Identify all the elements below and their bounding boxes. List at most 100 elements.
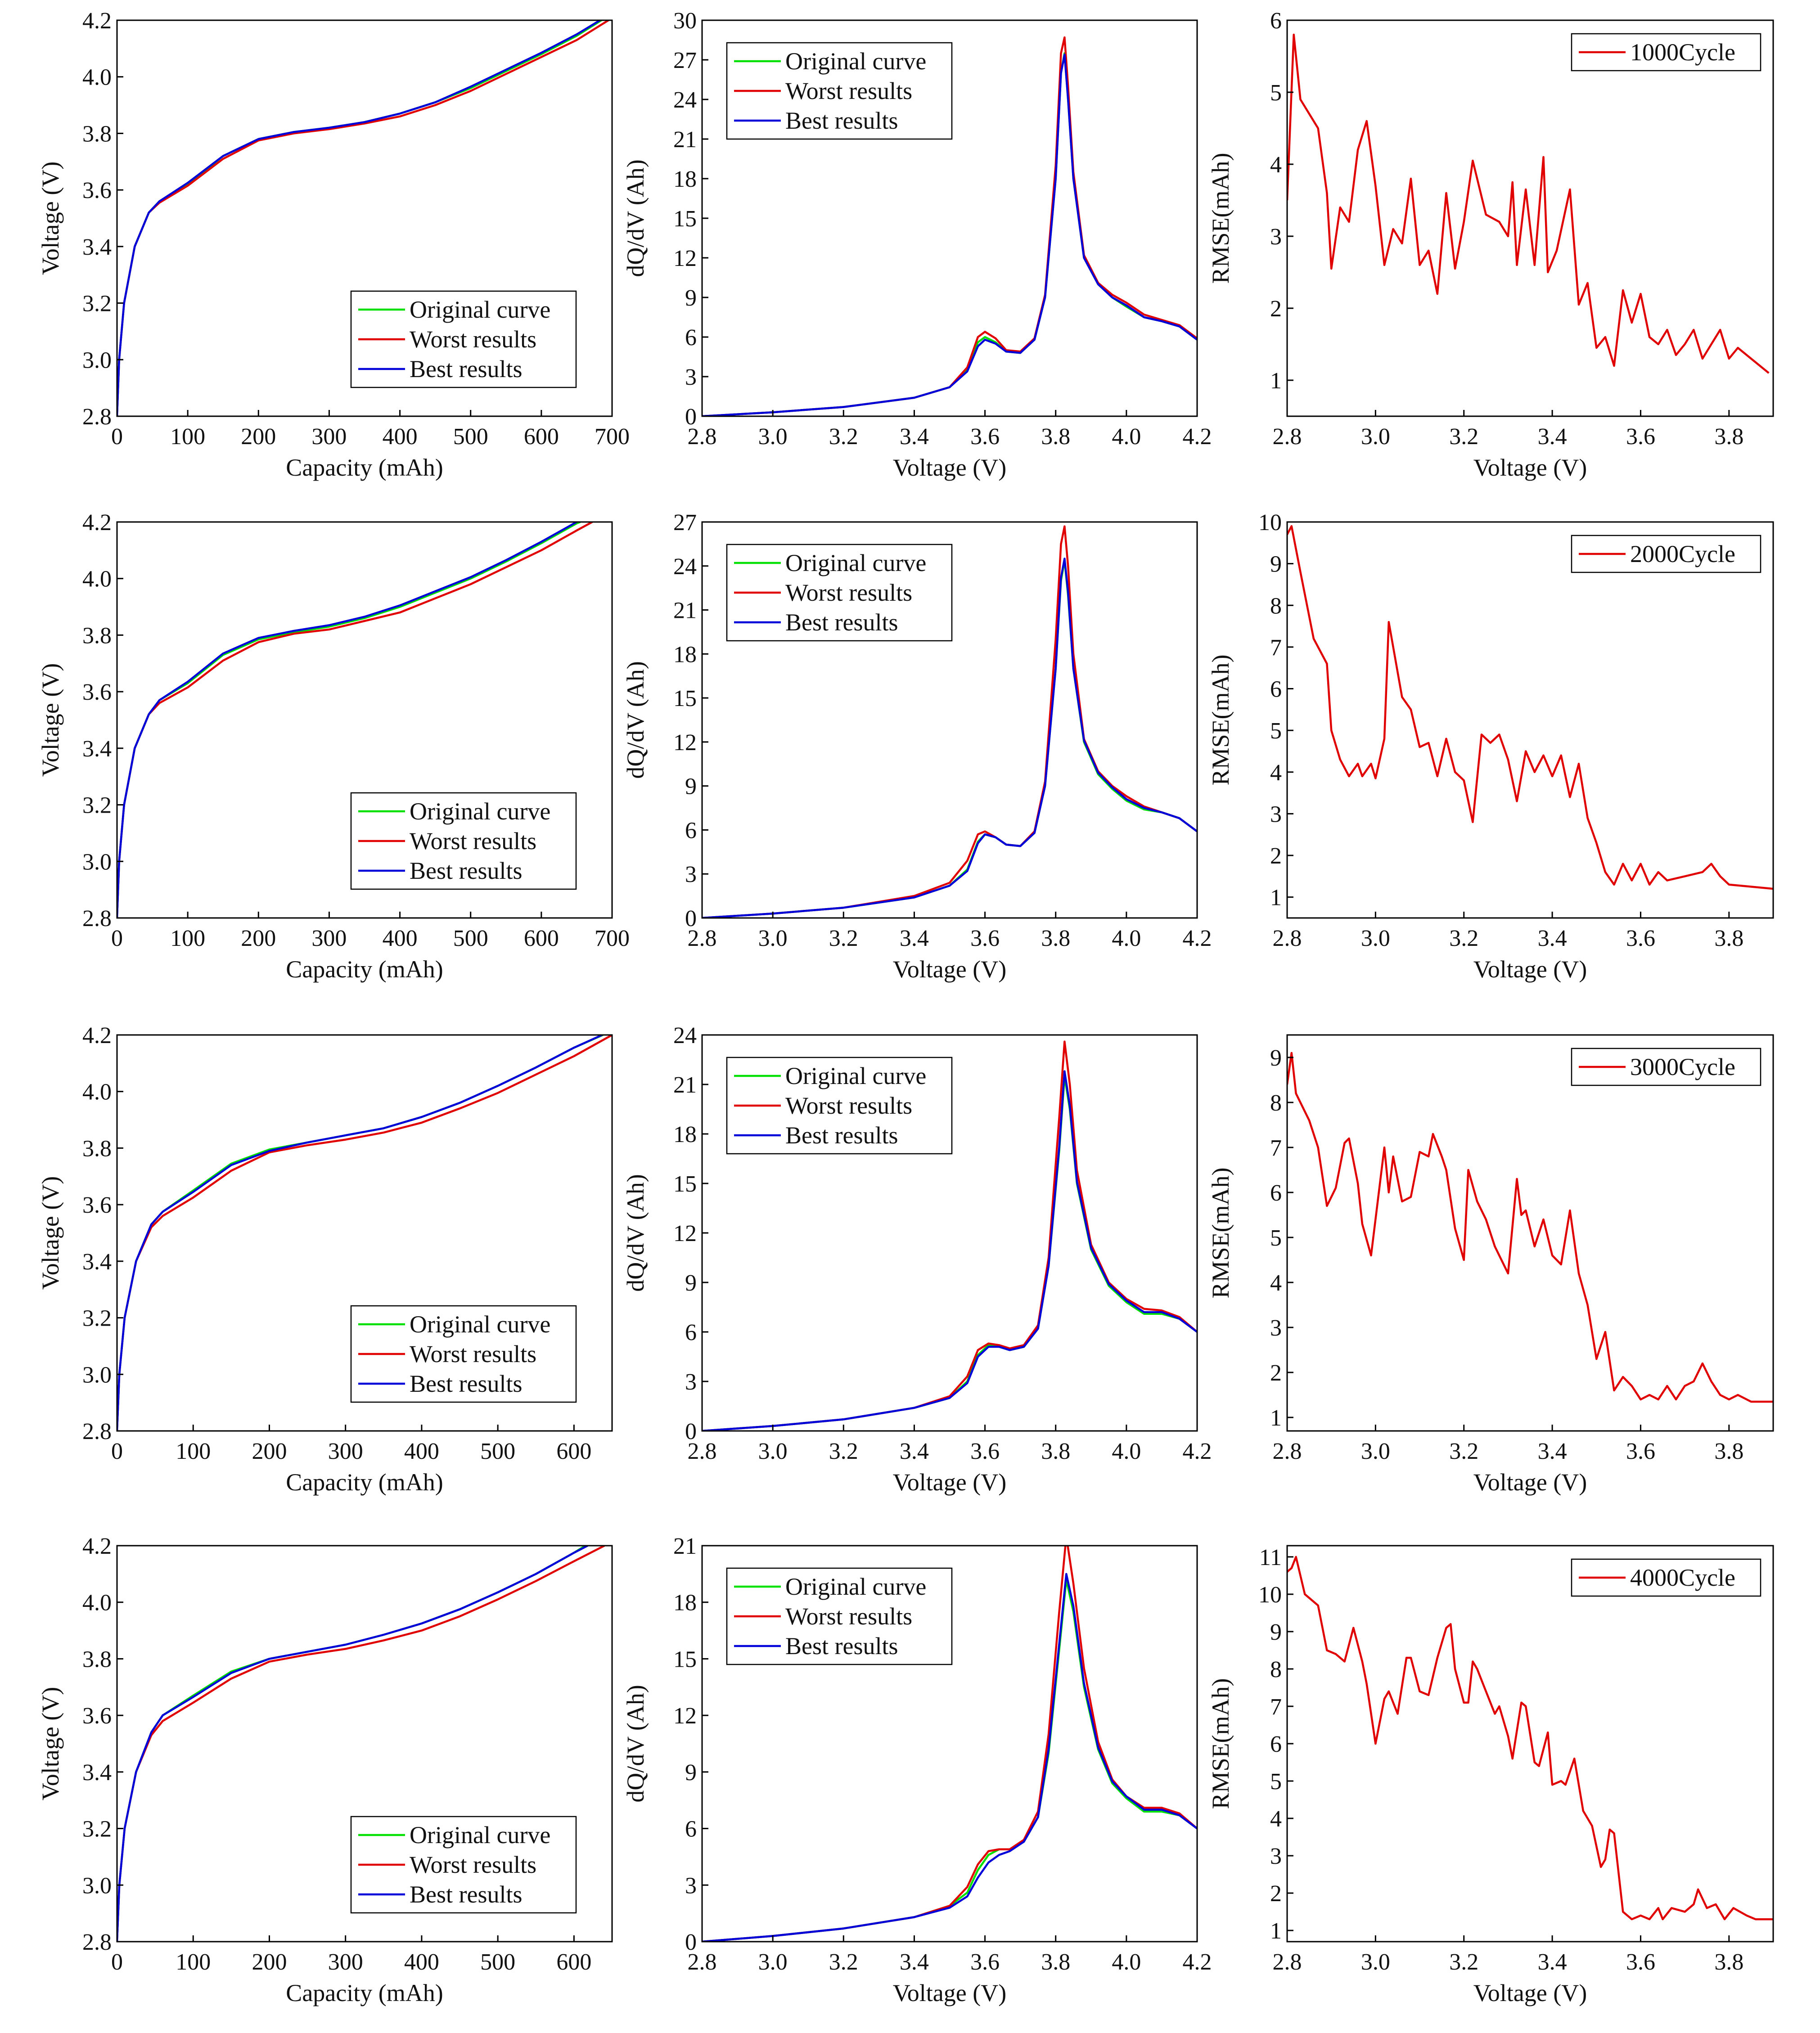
chart-dqdv-2000: 2.8 3.0 3.2 3.4 3.6 3.8 4.0 4.2 0 3 6 9 12 15 18 21 24 27… xyxy=(622,510,1212,983)
x-tick-label: 100 xyxy=(176,1439,211,1464)
y-tick-label: 12 xyxy=(673,1703,697,1729)
x-axis-label: Capacity (mAh) xyxy=(286,1469,443,1496)
y-tick-label: 6 xyxy=(685,818,697,843)
y-axis-label: Voltage (V) xyxy=(37,1687,64,1800)
legend-label: Worst results xyxy=(410,1851,536,1878)
x-axis-label: Capacity (mAh) xyxy=(286,454,443,481)
chart-qv-3000: 0 100 200 300 400 500 600 2.8 3.0 3.2 3.4 3.6 3.8 4.0… xyxy=(37,1023,613,1496)
legend-label: Best results xyxy=(785,1633,898,1660)
y-tick-label: 2 xyxy=(1270,1881,1282,1907)
y-tick-label: 1 xyxy=(1270,885,1282,911)
y-tick-label: 10 xyxy=(1258,1582,1282,1608)
y-tick-label: 15 xyxy=(673,686,697,711)
legend-label: Original curve xyxy=(785,48,926,75)
y-tick-label: 4 xyxy=(1270,152,1282,178)
y-tick-label: 4.0 xyxy=(82,1590,112,1616)
chart-qv-1000: 0 100 200 300 400 500 600 700 2.8 3.0 3.2 3.4 3.6 3.8… xyxy=(37,8,630,481)
x-tick-label: 400 xyxy=(383,926,418,951)
x-tick-label: 3.4 xyxy=(900,1949,929,1975)
y-tick-label: 3.4 xyxy=(82,1760,112,1786)
y-tick-label: 0 xyxy=(685,906,697,931)
x-tick-label: 0 xyxy=(111,424,123,450)
x-tick-label: 600 xyxy=(524,926,559,951)
x-axis-label: Voltage (V) xyxy=(893,1469,1006,1496)
y-tick-label: 9 xyxy=(685,285,697,311)
chart-rmse-4000: 2.8 3.0 3.2 3.4 3.6 3.8 1 2 3 4 5 6 7 8 9 10 11 Voltage (… xyxy=(1207,1545,1774,2006)
x-axis-label: Voltage (V) xyxy=(1473,956,1587,983)
x-tick-label: 3.4 xyxy=(1538,926,1567,951)
y-tick-label: 11 xyxy=(1259,1545,1282,1570)
plot-frame xyxy=(116,19,613,417)
series-line-worst-results xyxy=(702,525,1197,918)
y-tick-label: 27 xyxy=(673,510,697,535)
y-tick-label: 7 xyxy=(1270,1694,1282,1720)
y-axis-label: dQ/dV (Ah) xyxy=(622,1685,649,1802)
y-tick-label: 3.4 xyxy=(82,1249,112,1275)
y-tick-label: 3.8 xyxy=(82,1646,112,1672)
y-tick-label: 3 xyxy=(685,1369,697,1395)
x-tick-label: 100 xyxy=(170,926,205,951)
x-tick-label: 4.0 xyxy=(1112,1949,1141,1975)
y-tick-label: 12 xyxy=(673,1221,697,1246)
x-tick-label: 3.0 xyxy=(758,1439,788,1464)
x-axis-label: Voltage (V) xyxy=(1473,1469,1587,1496)
x-tick-label: 700 xyxy=(595,926,630,951)
y-tick-label: 3 xyxy=(1270,801,1282,827)
x-tick-label: 3.2 xyxy=(829,424,858,450)
chart-rmse-3000: 2.8 3.0 3.2 3.4 3.6 3.8 1 2 3 4 5 6 7 8 9 Voltage (V) RM… xyxy=(1207,1034,1774,1496)
x-tick-label: 3.6 xyxy=(970,1949,1000,1975)
plot-frame xyxy=(1286,1034,1774,1432)
plot-frame xyxy=(116,1034,613,1432)
x-axis-label: Voltage (V) xyxy=(893,956,1006,983)
y-tick-label: 0 xyxy=(685,404,697,430)
y-tick-label: 3.0 xyxy=(82,1873,112,1898)
plot-frame xyxy=(701,1545,1198,1943)
y-tick-label: 24 xyxy=(673,1023,697,1048)
series-line-best-results xyxy=(117,1035,603,1431)
x-tick-label: 4.2 xyxy=(1183,424,1212,450)
legend-label: Best results xyxy=(410,1370,523,1397)
chart-rmse-2000: 2.8 3.0 3.2 3.4 3.6 3.8 1 2 3 4 5 6 7 8 9 10 Voltage (V)… xyxy=(1207,510,1774,983)
y-axis-label: Voltage (V) xyxy=(37,1176,64,1290)
y-tick-label: 6 xyxy=(1270,1732,1282,1757)
series-line-best-results xyxy=(117,522,577,918)
x-tick-label: 300 xyxy=(328,1949,363,1975)
x-axis-label: Capacity (mAh) xyxy=(286,1979,443,2006)
x-tick-label: 3.0 xyxy=(1361,1949,1390,1975)
x-tick-label: 400 xyxy=(404,1949,439,1975)
y-tick-label: 4.2 xyxy=(82,8,112,34)
y-tick-label: 2.8 xyxy=(82,1930,112,1955)
y-tick-label: 0 xyxy=(685,1419,697,1444)
legend: 1000Cycle xyxy=(1571,33,1761,72)
y-tick-label: 7 xyxy=(1270,635,1282,661)
x-tick-label: 3.6 xyxy=(970,424,1000,450)
y-tick-label: 3.6 xyxy=(82,679,112,705)
x-tick-label: 3.6 xyxy=(970,926,1000,951)
legend-label: Worst results xyxy=(410,828,536,855)
y-tick-label: 21 xyxy=(673,598,697,624)
series-line-2000cycle xyxy=(1287,525,1773,890)
x-tick-label: 600 xyxy=(524,424,559,450)
y-tick-label: 21 xyxy=(673,1072,697,1098)
x-tick-label: 3.6 xyxy=(1626,1439,1655,1464)
x-tick-label: 2.8 xyxy=(1273,926,1302,951)
chart-dqdv-1000: 2.8 3.0 3.2 3.4 3.6 3.8 4.0 4.2 0 3 6 9 12 15 18 21 24 27… xyxy=(622,8,1212,481)
y-tick-label: 3 xyxy=(1270,1844,1282,1869)
y-axis-label: RMSE(mAh) xyxy=(1207,153,1234,283)
y-tick-label: 3.8 xyxy=(82,121,112,147)
legend-label: 3000Cycle xyxy=(1630,1053,1735,1080)
x-tick-label: 100 xyxy=(170,424,205,450)
x-tick-label: 3.8 xyxy=(1041,926,1070,951)
y-tick-label: 3.2 xyxy=(82,793,112,819)
y-tick-label: 9 xyxy=(685,1760,697,1786)
x-tick-label: 4.2 xyxy=(1183,1949,1212,1975)
legend-box xyxy=(1571,535,1761,573)
x-tick-label: 700 xyxy=(595,424,630,450)
legend-label: Best results xyxy=(410,857,523,884)
x-tick-label: 3.8 xyxy=(1714,1949,1743,1975)
y-tick-label: 4.0 xyxy=(82,567,112,592)
y-tick-label: 8 xyxy=(1270,593,1282,619)
x-tick-label: 3.8 xyxy=(1041,424,1070,450)
